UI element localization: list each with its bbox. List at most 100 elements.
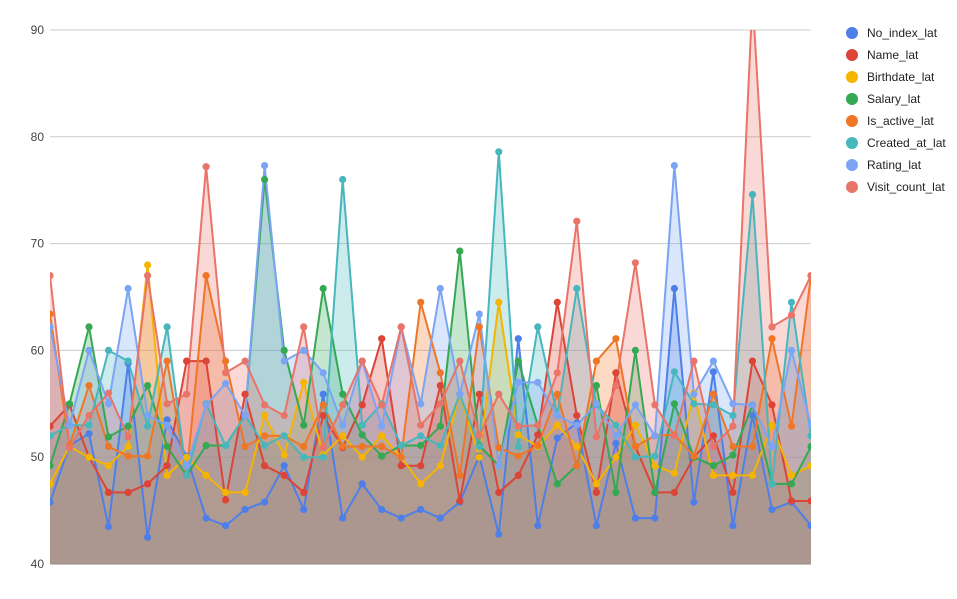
- data-point: [241, 390, 249, 398]
- data-point: [50, 323, 54, 331]
- data-point: [475, 453, 483, 461]
- data-point: [495, 444, 503, 452]
- data-point: [768, 421, 776, 429]
- data-point: [807, 421, 811, 429]
- data-point: [300, 505, 308, 514]
- data-point: [397, 453, 405, 461]
- legend-item: Is_active_lat: [846, 110, 946, 132]
- data-point: [241, 488, 249, 496]
- data-point: [749, 0, 756, 2]
- data-point: [612, 432, 620, 440]
- series-line: [50, 164, 811, 467]
- data-point: [768, 323, 776, 331]
- data-point: [261, 162, 269, 170]
- legend-swatch: [846, 71, 858, 83]
- data-point: [729, 442, 737, 451]
- data-point: [378, 505, 386, 514]
- data-point: [104, 346, 113, 354]
- series-line: [50, 30, 811, 449]
- data-point: [573, 411, 581, 420]
- data-point: [807, 272, 811, 280]
- data-point: [612, 488, 620, 496]
- data-point: [436, 400, 444, 408]
- data-point: [50, 272, 54, 280]
- data-point: [378, 422, 386, 430]
- data-point: [787, 471, 796, 479]
- data-point: [163, 471, 171, 479]
- data-point: [65, 421, 74, 429]
- data-point: [807, 522, 811, 530]
- data-point: [104, 400, 113, 408]
- data-point: [222, 488, 230, 496]
- data-point: [709, 401, 718, 409]
- data-point: [300, 442, 308, 451]
- data-point: [553, 298, 561, 306]
- data-point: [50, 480, 54, 488]
- data-point: [729, 400, 737, 408]
- data-point: [748, 471, 757, 479]
- data-point: [631, 421, 640, 429]
- data-point: [651, 514, 659, 522]
- data-point: [85, 430, 93, 438]
- data-point: [670, 469, 679, 477]
- data-point: [573, 284, 581, 293]
- data-points: [50, 0, 811, 541]
- data-point: [222, 522, 230, 530]
- data-point: [768, 480, 776, 488]
- data-point: [144, 261, 152, 269]
- data-point: [378, 335, 386, 343]
- y-tick-label: 70: [31, 237, 45, 251]
- data-point: [319, 284, 327, 293]
- data-point: [514, 431, 522, 439]
- legend-swatch: [846, 27, 858, 39]
- data-point: [495, 488, 503, 496]
- data-point: [768, 335, 776, 343]
- series-area: [50, 302, 811, 564]
- series-line: [50, 274, 811, 477]
- data-point: [378, 442, 386, 451]
- data-point: [573, 421, 581, 429]
- data-point: [748, 442, 757, 451]
- data-point: [436, 369, 444, 377]
- data-point: [709, 462, 718, 470]
- data-point: [612, 369, 620, 377]
- data-point: [436, 462, 444, 470]
- data-point: [768, 442, 776, 451]
- line-series: [50, 30, 811, 539]
- data-point: [514, 378, 522, 386]
- data-point: [592, 382, 601, 390]
- data-point: [339, 442, 347, 451]
- data-point: [612, 382, 620, 390]
- data-point: [709, 432, 718, 440]
- data-point: [50, 422, 54, 430]
- data-point: [124, 452, 132, 460]
- data-point: [319, 369, 327, 377]
- data-point: [144, 480, 152, 488]
- data-point: [163, 462, 171, 470]
- data-point: [553, 369, 561, 377]
- legend-swatch: [846, 93, 858, 105]
- data-point: [534, 441, 542, 450]
- data-point: [261, 498, 269, 506]
- data-point: [475, 323, 483, 331]
- y-axis-ticks: 40 50 60 70 80 90: [31, 23, 45, 571]
- data-point: [670, 162, 679, 170]
- data-point: [339, 514, 347, 522]
- data-point: [436, 422, 444, 430]
- data-point: [670, 368, 679, 376]
- data-point: [534, 522, 542, 530]
- data-point: [787, 298, 796, 306]
- data-point: [592, 488, 601, 496]
- data-point: [534, 378, 542, 386]
- data-point: [417, 480, 425, 488]
- data-point: [104, 389, 113, 397]
- data-point: [612, 453, 620, 461]
- data-point: [495, 390, 503, 398]
- legend-label: Rating_lat: [867, 158, 922, 172]
- data-point: [690, 498, 698, 506]
- data-point: [651, 452, 659, 460]
- series-area: [50, 265, 811, 564]
- data-point: [436, 382, 444, 390]
- data-point: [748, 411, 757, 420]
